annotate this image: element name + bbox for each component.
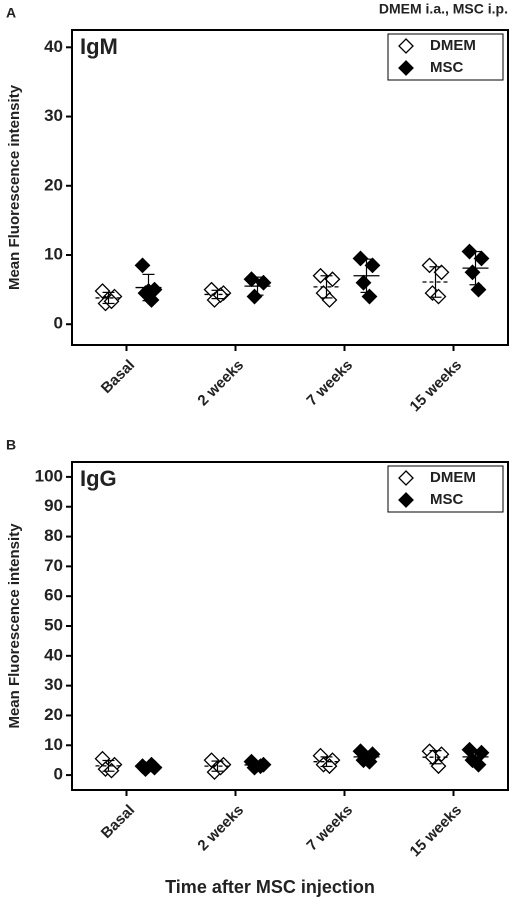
y-tick-label: 60 [44,586,63,605]
figure-title: DMEM i.a., MSC i.p. [379,1,508,17]
legend-marker [398,492,414,508]
data-point [352,250,369,267]
data-point [361,288,378,305]
error-bar [142,764,155,770]
x-tick-label: 15 weeks [407,357,466,416]
y-tick-label: 30 [44,106,63,125]
legend-marker [398,60,414,76]
y-tick-label: 40 [44,645,63,664]
y-tick-label: 20 [44,175,63,194]
y-tick-label: 50 [44,615,63,634]
data-point [364,257,381,274]
error-bar [142,273,155,302]
y-axis-label: Mean Fluorescence intensity [6,523,23,729]
panel-label: A [6,5,16,21]
panel-title: IgG [80,466,117,491]
x-tick-label: 7 weeks [303,357,356,410]
data-point [430,288,447,305]
error-bar [211,289,224,300]
error-bar [360,258,373,293]
y-tick-label: 40 [44,37,63,56]
y-axis-label: Mean Fluorescence intensity [6,84,23,290]
legend-label: DMEM [430,37,476,54]
data-point [355,274,372,291]
x-tick-label: 2 weeks [194,357,247,410]
error-bar [320,756,333,768]
error-bar [429,750,442,765]
data-point [243,271,260,288]
error-bar [211,760,224,772]
error-bar [102,759,115,772]
y-tick-label: 10 [44,244,63,263]
data-point [203,752,220,769]
x-tick-label: Basal [98,357,138,397]
data-point [464,264,481,281]
error-bar [251,276,264,296]
error-bar [360,751,373,763]
x-tick-label: Basal [98,802,138,842]
legend-marker [398,38,414,54]
data-point [252,758,269,775]
error-bar [251,761,264,769]
panel-title: IgM [80,34,118,59]
y-tick-label: 100 [35,466,63,485]
y-tick-label: 90 [44,496,63,515]
y-tick-label: 80 [44,526,63,545]
data-point [433,264,450,281]
y-tick-label: 20 [44,705,63,724]
legend-label: MSC [430,59,464,76]
y-tick-label: 10 [44,735,63,754]
legend-label: MSC [430,491,464,508]
error-bar [102,291,115,305]
x-tick-label: 7 weeks [303,802,356,855]
error-bar [320,275,333,299]
error-bar [469,749,482,765]
legend-label: DMEM [430,469,476,486]
x-tick-label: 2 weeks [194,802,247,855]
y-tick-label: 30 [44,675,63,694]
data-point [470,281,487,298]
y-tick-label: 70 [44,556,63,575]
x-tick-label: 15 weeks [407,802,466,861]
data-point [324,271,341,288]
legend-marker [398,470,414,486]
y-tick-label: 0 [54,765,63,784]
data-point [255,274,272,291]
data-point [421,257,438,274]
x-axis-label: Time after MSC injection [165,877,375,897]
data-point [246,288,263,305]
error-bar [469,250,482,286]
error-bar [429,266,442,298]
data-point [473,250,490,267]
data-point [134,257,151,274]
panel-label: B [6,437,16,453]
y-tick-label: 0 [54,314,63,333]
plot-frame [71,29,509,346]
